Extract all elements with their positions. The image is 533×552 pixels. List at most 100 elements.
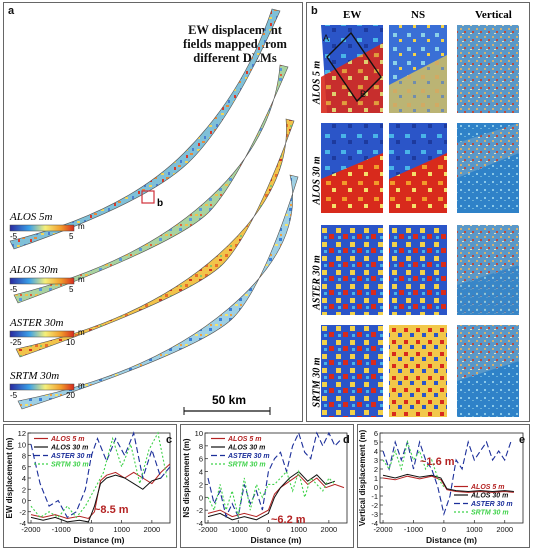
x-tick-label: 0 bbox=[89, 525, 93, 534]
colorbar-aster-30m bbox=[9, 330, 75, 338]
series-line-srtm-30-m bbox=[30, 431, 168, 519]
offset-annotation: ~1.6 m bbox=[420, 456, 455, 468]
plot-area bbox=[379, 432, 524, 524]
y-axis-label: NS displacement (m) bbox=[182, 438, 191, 517]
y-tick-label: 1 bbox=[374, 474, 378, 483]
inset-tiles bbox=[321, 25, 519, 417]
series-line-alos-30-m bbox=[207, 470, 336, 521]
legend-label: ALOS 30 m bbox=[50, 445, 88, 452]
x-tick-label: 2000 bbox=[496, 525, 513, 534]
x-axis-label: Distance (m) bbox=[73, 535, 124, 545]
series-line-alos-5-m bbox=[30, 463, 171, 520]
strip-label-alos-30m: ALOS 30m bbox=[10, 264, 58, 276]
series-line-alos-30-m bbox=[382, 473, 514, 493]
strip-max-aster-30m: 10 bbox=[66, 338, 75, 347]
colorbar-srtm-30m bbox=[9, 383, 75, 391]
strip-label-alos-5m: ALOS 5m bbox=[10, 211, 53, 223]
y-tick-label: 10 bbox=[195, 429, 203, 438]
y-tick-label: 0 bbox=[22, 497, 26, 506]
offset-annotation: ~6.2 m bbox=[271, 514, 306, 526]
series-line-alos-30-m bbox=[30, 474, 162, 523]
y-tick-label: -4 bbox=[196, 519, 203, 528]
strip-max-alos-5m: 5 bbox=[69, 232, 74, 241]
legend-label: SRTM 30 m bbox=[51, 462, 89, 469]
x-tick-label: 0 bbox=[442, 525, 446, 534]
col-header-ew: EW bbox=[343, 9, 362, 21]
y-tick-label: 2 bbox=[199, 480, 203, 489]
strip-label-srtm-30m: SRTM 30m bbox=[10, 370, 60, 382]
tile-row-alos-30m bbox=[321, 123, 519, 213]
y-tick-label: 4 bbox=[374, 447, 378, 456]
colorbar-alos-5m bbox=[9, 224, 75, 232]
plot-area bbox=[204, 432, 348, 524]
scalebar-label: 50 km bbox=[212, 393, 247, 407]
y-tick-label: 6 bbox=[374, 429, 378, 438]
caption-line-1: EW displacement bbox=[188, 23, 282, 37]
x-tick-label: 0 bbox=[266, 525, 270, 534]
legend-label: SRTM 30 m bbox=[228, 462, 266, 469]
strip-unit-aster-30m: m bbox=[78, 328, 85, 337]
x-tick-label: -1000 bbox=[229, 525, 248, 534]
y-tick-label: -4 bbox=[19, 519, 26, 528]
y-tick-label: -2 bbox=[196, 506, 203, 515]
y-tick-label: 8 bbox=[199, 442, 203, 451]
panel-b: b EW NS Vertical ALOS 5 m ALOS 30 m ASTE… bbox=[306, 2, 530, 422]
strip-alos-5m bbox=[9, 8, 281, 250]
legend-label: SRTM 30 m bbox=[471, 510, 509, 517]
strip-aster-30m bbox=[15, 118, 295, 358]
profile-marker-b: B bbox=[360, 89, 367, 99]
series-line-aster-30-m bbox=[207, 431, 342, 519]
col-header-vertical: Vertical bbox=[475, 9, 512, 21]
strip-min-aster-30m: -25 bbox=[10, 338, 22, 347]
legend-label: ASTER 30 m bbox=[227, 453, 270, 460]
y-tick-label: 5 bbox=[374, 438, 378, 447]
y-tick-label: 8 bbox=[22, 452, 26, 461]
x-tick-label: 1000 bbox=[290, 525, 307, 534]
strip-alos-30m bbox=[13, 64, 289, 304]
panel-letter: c bbox=[166, 434, 172, 446]
strip-unit-alos-30m: m bbox=[78, 275, 85, 284]
y-tick-label: 12 bbox=[18, 429, 26, 438]
col-header-ns: NS bbox=[411, 9, 426, 21]
x-tick-label: -2000 bbox=[373, 525, 392, 534]
y-tick-label: 4 bbox=[199, 468, 203, 477]
colorbar-alos-30m bbox=[9, 277, 75, 285]
ew-displacement-chart: 12 10 8 6 4 2 0 -2 -4-2000 -1000 0 1000 2000 Distance… bbox=[5, 429, 172, 545]
y-tick-label: 2 bbox=[22, 485, 26, 494]
legend-label: ASTER 30 m bbox=[470, 501, 513, 508]
y-tick-label: -2 bbox=[19, 508, 26, 517]
y-tick-label: -1 bbox=[371, 492, 378, 501]
strip-unit-srtm-30m: m bbox=[78, 381, 85, 390]
strip-min-alos-5m: -5 bbox=[10, 232, 18, 241]
y-tick-label: 6 bbox=[199, 455, 203, 464]
chart-panel-c: 12 10 8 6 4 2 0 -2 -4 -2000 -1000 0 1000 2000 Distance… bbox=[3, 424, 177, 548]
y-tick-label: 2 bbox=[374, 465, 378, 474]
x-tick-label: -1000 bbox=[52, 525, 71, 534]
y-tick-label: 6 bbox=[22, 463, 26, 472]
y-tick-label: -4 bbox=[371, 519, 378, 528]
strip-label-aster-30m: ASTER 30m bbox=[10, 317, 64, 329]
y-tick-label: 3 bbox=[374, 456, 378, 465]
plot-area bbox=[27, 432, 171, 524]
strip-unit-alos-5m: m bbox=[78, 222, 85, 231]
panel-letter: d bbox=[343, 434, 350, 446]
y-axis-label: EW displacement (m) bbox=[5, 437, 14, 518]
legend-label: ALOS 5 m bbox=[227, 436, 261, 443]
panel-a: a EW displacement fields mapped from dif… bbox=[3, 2, 303, 422]
legend-label: ALOS 30 m bbox=[470, 493, 508, 500]
ns-displacement-chart: 10 8 6 4 2 0 -2 -4-2000 -1000 0 1000 2000 Distance (… bbox=[182, 429, 350, 545]
panel-b-letter: b bbox=[311, 5, 318, 17]
strip-max-srtm-30m: 20 bbox=[66, 391, 75, 400]
inset-marker-box bbox=[141, 190, 155, 204]
displacement-strips-map bbox=[9, 8, 299, 415]
x-axis-label: Distance (m) bbox=[426, 535, 477, 545]
strip-max-alos-30m: 5 bbox=[69, 285, 74, 294]
tile-row-srtm-30m bbox=[321, 325, 519, 417]
panel-letter: e bbox=[519, 434, 525, 446]
profile-marker-a: A bbox=[323, 33, 330, 43]
x-axis-label: Distance (m) bbox=[250, 535, 301, 545]
chart-panel-e: 6 5 4 3 2 1 0 -1 -2 -3 -4 -2000 -1000 0 1000 2000 Distan… bbox=[357, 424, 530, 548]
chart-panel-d: 10 8 6 4 2 0 -2 -4 -2000 -1000 0 1000 2000 Distance (… bbox=[180, 424, 354, 548]
legend-label: ALOS 5 m bbox=[470, 484, 504, 491]
